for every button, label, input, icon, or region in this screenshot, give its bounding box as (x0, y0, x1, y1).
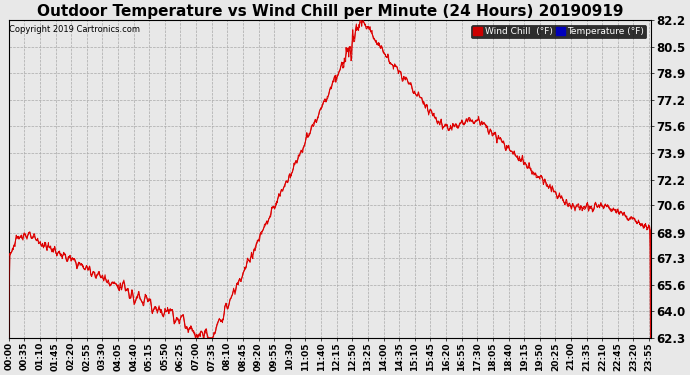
Title: Outdoor Temperature vs Wind Chill per Minute (24 Hours) 20190919: Outdoor Temperature vs Wind Chill per Mi… (37, 4, 623, 19)
Legend: Wind Chill  (°F), Temperature (°F): Wind Chill (°F), Temperature (°F) (471, 25, 647, 38)
Text: Copyright 2019 Cartronics.com: Copyright 2019 Cartronics.com (9, 25, 140, 34)
